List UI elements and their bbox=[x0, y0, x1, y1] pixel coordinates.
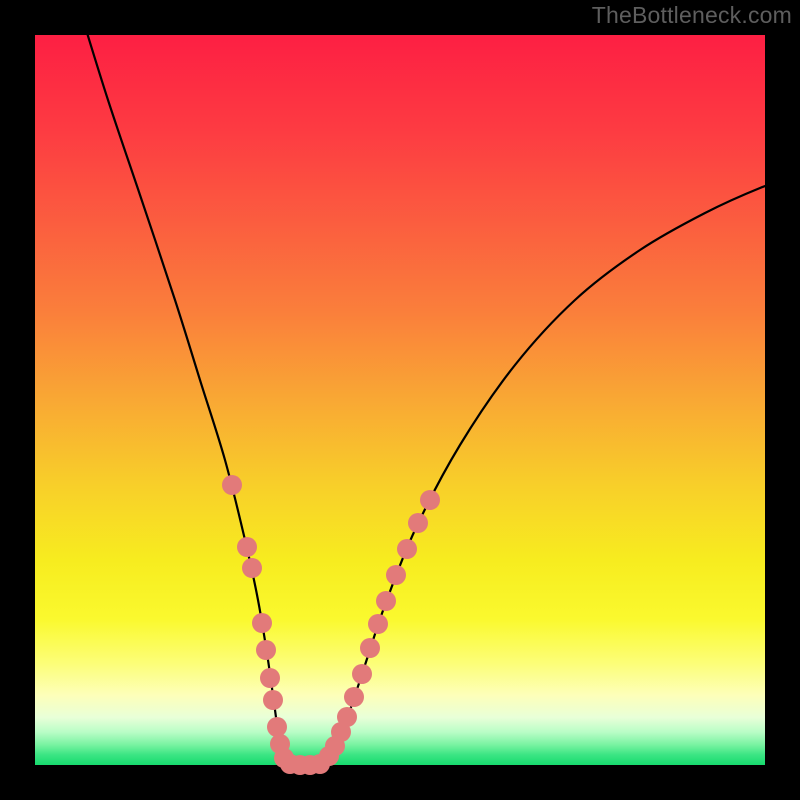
marker-point bbox=[397, 539, 417, 559]
marker-point bbox=[344, 687, 364, 707]
marker-point bbox=[260, 668, 280, 688]
marker-point bbox=[267, 717, 287, 737]
marker-point bbox=[263, 690, 283, 710]
chart-svg bbox=[0, 0, 800, 800]
marker-point bbox=[242, 558, 262, 578]
marker-point bbox=[222, 475, 242, 495]
marker-point bbox=[352, 664, 372, 684]
chart-stage: TheBottleneck.com bbox=[0, 0, 800, 800]
marker-point bbox=[368, 614, 388, 634]
marker-point bbox=[337, 707, 357, 727]
plot-background bbox=[35, 35, 765, 765]
marker-point bbox=[386, 565, 406, 585]
watermark-text: TheBottleneck.com bbox=[592, 2, 792, 29]
marker-point bbox=[256, 640, 276, 660]
marker-point bbox=[408, 513, 428, 533]
marker-point bbox=[237, 537, 257, 557]
marker-point bbox=[420, 490, 440, 510]
marker-point bbox=[252, 613, 272, 633]
marker-point bbox=[360, 638, 380, 658]
marker-point bbox=[376, 591, 396, 611]
